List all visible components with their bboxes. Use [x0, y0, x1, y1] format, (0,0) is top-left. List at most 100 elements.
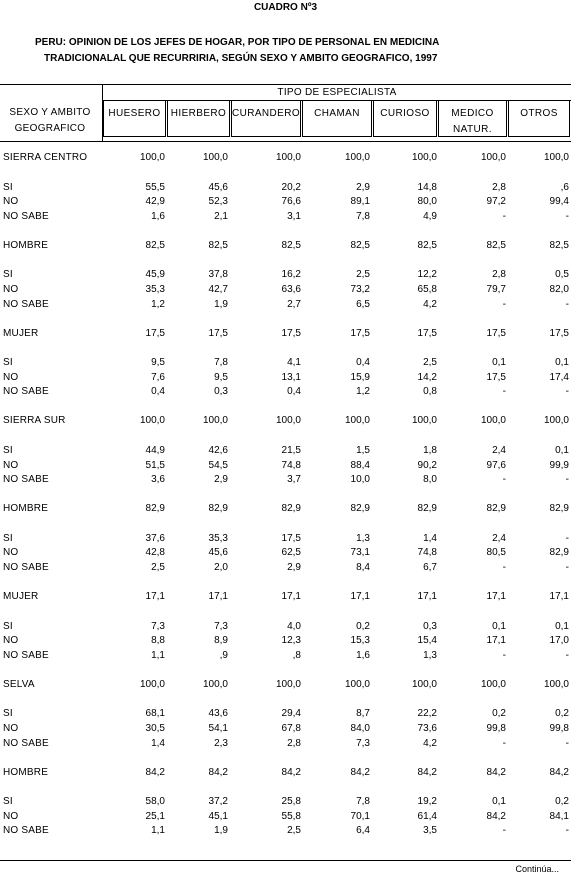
cell-value: 8,9 — [214, 635, 228, 647]
row-label: SI — [3, 445, 13, 456]
row-label: SIERRA CENTRO — [3, 152, 88, 163]
cell-value: 58,0 — [145, 796, 165, 808]
cell-value: 1,2 — [356, 386, 370, 398]
cell-value: 7,3 — [214, 620, 228, 632]
cell-value: 17,0 — [549, 635, 569, 647]
table-row: SI 55,5 45,6 20,2 2,9 14,8 2,8 ,6 — [0, 181, 571, 195]
cell-value: 0,4 — [151, 386, 165, 398]
column-group-header: TIPO DE ESPECIALISTA — [103, 85, 571, 101]
cell-value: 100,0 — [275, 678, 301, 690]
cell-value: 100,0 — [139, 152, 165, 163]
cell-value: 2,5 — [356, 269, 370, 281]
cell-value: 55,8 — [281, 810, 301, 822]
cell-value: 100,0 — [543, 415, 569, 427]
cell-value: 82,9 — [350, 503, 370, 515]
cell-value: 17,1 — [350, 591, 370, 602]
cell-value: 9,5 — [151, 357, 165, 369]
table-number: CUADRO Nº3 — [253, 2, 318, 13]
cell-value: 82,5 — [486, 239, 506, 251]
cell-value: 84,2 — [549, 766, 569, 778]
cell-value: 4,2 — [423, 737, 437, 749]
cell-value: 17,5 — [208, 327, 228, 339]
cell-value: 99,8 — [486, 723, 506, 734]
cell-value: 35,3 — [145, 284, 165, 295]
cell-value: 2,9 — [287, 562, 301, 573]
cell-value: 17,1 — [145, 591, 165, 602]
cell-value: 42,6 — [208, 445, 228, 456]
cell-value: 17,5 — [417, 327, 437, 339]
column-header-curandero: CURANDERO — [231, 101, 301, 137]
table-row: SIERRA SUR 100,0 100,0 100,0 100,0 100,0 100,0… — [0, 414, 571, 428]
cell-value: 74,8 — [417, 547, 437, 559]
cell-value: - — [565, 532, 569, 544]
cell-value: 100,0 — [344, 415, 370, 427]
cell-value: 9,5 — [214, 371, 228, 383]
column-header-label: CURIOSO — [380, 108, 430, 119]
cell-value: - — [565, 825, 569, 837]
cell-value: 37,2 — [208, 796, 228, 808]
row-label: SI — [3, 796, 13, 808]
cell-value: 8,4 — [356, 562, 370, 573]
cell-value: 82,5 — [281, 239, 301, 251]
cell-value: - — [502, 474, 506, 486]
cell-value: 100,0 — [543, 678, 569, 690]
cell-value: 2,5 — [151, 562, 165, 573]
cell-value: 100,0 — [139, 415, 165, 427]
cell-value: 82,9 — [145, 503, 165, 515]
cell-value: 1,6 — [356, 649, 370, 661]
cell-value: 42,8 — [145, 547, 165, 559]
cell-value: 79,7 — [486, 284, 506, 295]
cell-value: 0,1 — [492, 357, 506, 369]
cell-value: 84,1 — [549, 810, 569, 822]
cell-value: 84,2 — [281, 766, 301, 778]
cell-value: 6,7 — [423, 562, 437, 573]
cell-value: 0,8 — [423, 386, 437, 398]
cell-value: 45,6 — [208, 547, 228, 559]
cell-value: 82,9 — [549, 547, 569, 559]
cell-value: ,8 — [292, 649, 301, 661]
table-row: SI 7,3 7,3 4,0 0,2 0,3 0,1 0,1 — [0, 620, 571, 634]
cell-value: 0,1 — [555, 620, 569, 632]
row-label: NO — [3, 723, 19, 734]
table-row: NO SABE 1,6 2,1 3,1 7,8 4,9 - - — [0, 210, 571, 224]
cell-value: 25,8 — [281, 796, 301, 808]
cell-value: 84,0 — [350, 723, 370, 734]
cell-value: 82,5 — [350, 239, 370, 251]
row-label: NO — [3, 459, 19, 471]
cell-value: 4,9 — [423, 210, 437, 222]
table-row: NO 25,1 45,1 55,8 70,1 61,4 84,2 84,1 — [0, 810, 571, 824]
cell-value: - — [502, 825, 506, 837]
table-row: MUJER 17,5 17,5 17,5 17,5 17,5 17,5 17,5 — [0, 327, 571, 341]
cell-value: - — [565, 386, 569, 398]
cell-value: 1,2 — [151, 298, 165, 310]
cell-value: 61,4 — [417, 810, 437, 822]
cell-value: 4,1 — [287, 357, 301, 369]
cell-value: 13,1 — [281, 371, 301, 383]
row-label: SELVA — [3, 678, 35, 690]
cell-value: 0,3 — [423, 620, 437, 632]
column-header-label: HIERBERO — [170, 108, 227, 119]
row-label: SI — [3, 620, 13, 632]
cell-value: 84,2 — [486, 766, 506, 778]
cell-value: 54,1 — [208, 723, 228, 734]
cell-value: 0,1 — [555, 445, 569, 456]
table-row: NO 8,8 8,9 12,3 15,3 15,4 17,1 17,0 — [0, 634, 571, 648]
table-row: NO SABE 1,4 2,3 2,8 7,3 4,2 - - — [0, 737, 571, 751]
cell-value: 3,1 — [287, 210, 301, 222]
cell-value: 1,4 — [151, 737, 165, 749]
row-label: NO — [3, 547, 19, 559]
cell-value: 54,5 — [208, 459, 228, 471]
row-header-line1: SEXO Y AMBITO — [9, 107, 91, 118]
cell-value: 15,9 — [350, 371, 370, 383]
cell-value: 1,1 — [151, 825, 165, 837]
row-label: NO — [3, 284, 19, 295]
table-row: SI 68,1 43,6 29,4 8,7 22,2 0,2 0,2 — [0, 707, 571, 721]
table-row: NO SABE 1,1 ,9 ,8 1,6 1,3 - - — [0, 649, 571, 663]
cell-value: 14,2 — [417, 371, 437, 383]
cell-value: 0,1 — [492, 620, 506, 632]
cell-value: 80,0 — [417, 196, 437, 208]
row-label: NO — [3, 196, 19, 208]
cell-value: 0,3 — [214, 386, 228, 398]
cell-value: 100,0 — [480, 415, 506, 427]
cell-value: - — [565, 474, 569, 486]
